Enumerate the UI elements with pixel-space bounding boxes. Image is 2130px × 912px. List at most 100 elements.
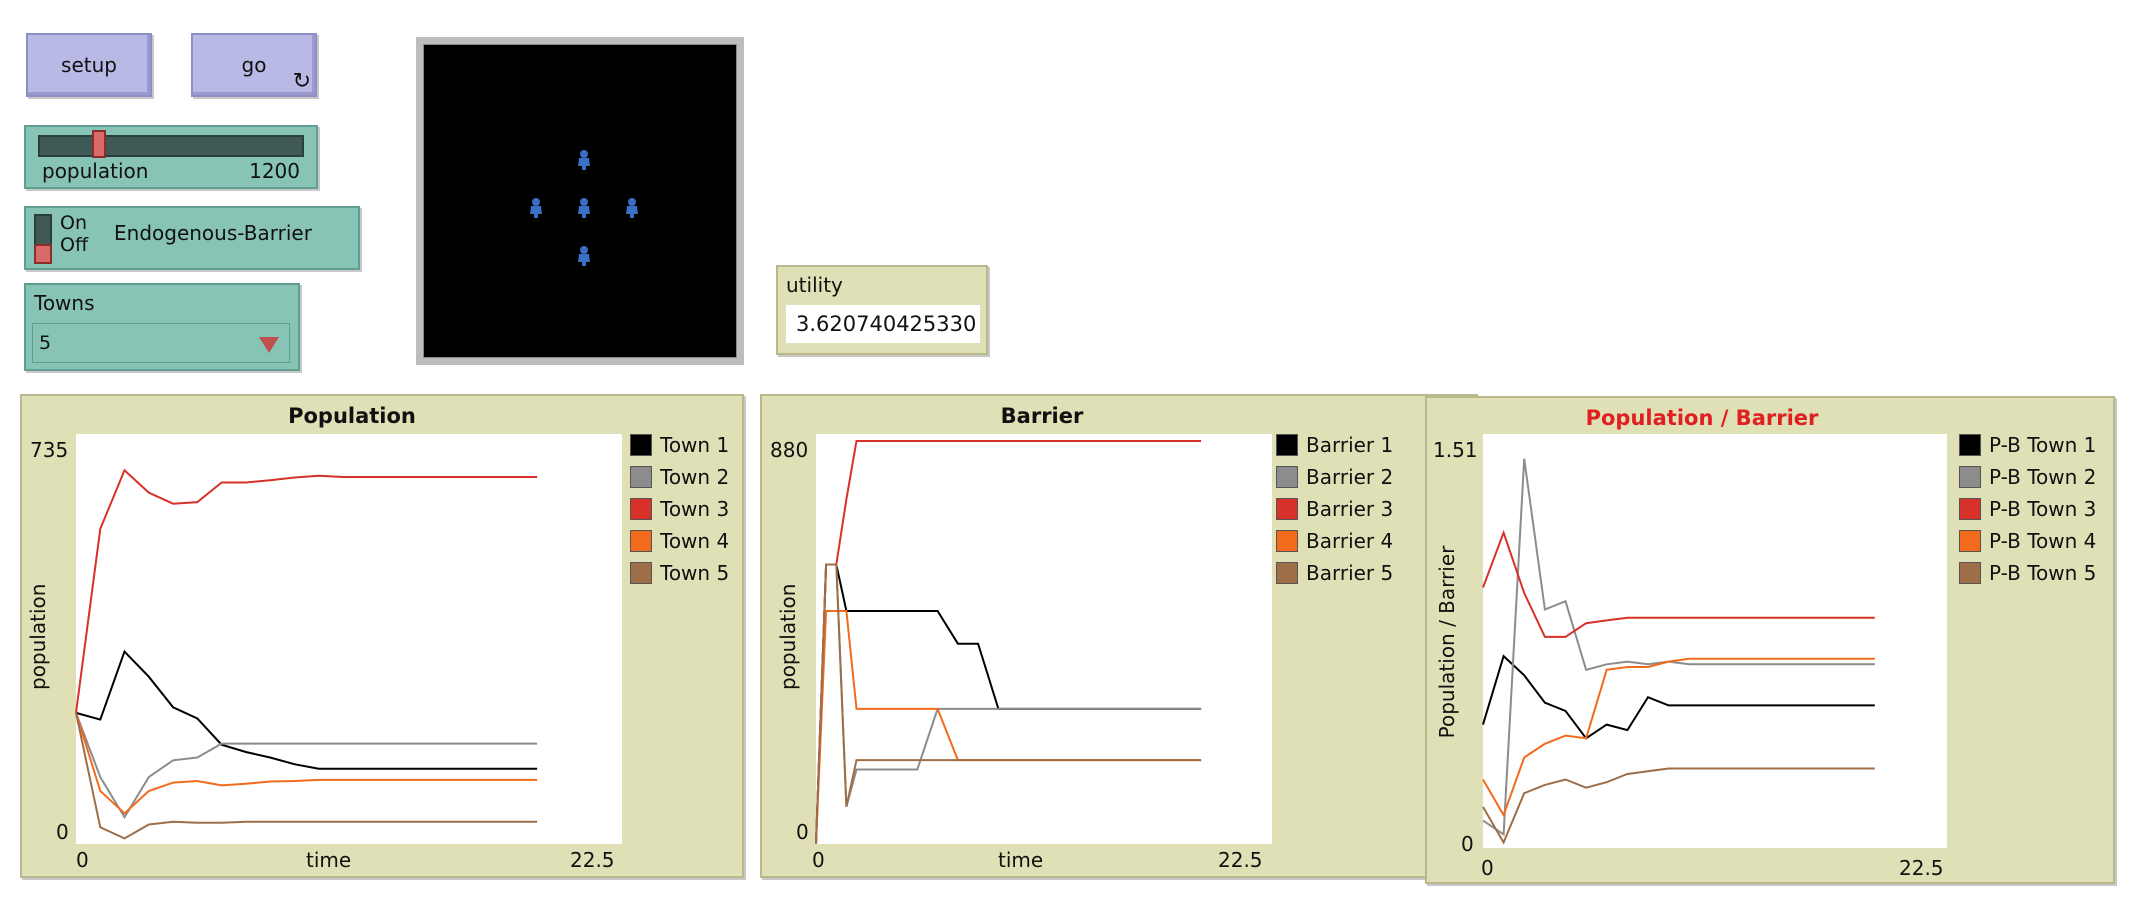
legend-swatch (1276, 466, 1298, 488)
legend-label: P-B Town 2 (1989, 465, 2097, 489)
legend-label: Town 4 (660, 529, 730, 553)
legend-item: Barrier 1 (1276, 432, 1393, 458)
population-slider[interactable]: population 1200 (24, 125, 318, 189)
x-max-label: 22.5 (1218, 848, 1263, 872)
legend-item: Town 1 (630, 432, 729, 458)
person-icon (578, 198, 590, 218)
endogenous-barrier-switch[interactable]: On Off Endogenous-Barrier (24, 206, 360, 270)
legend-swatch (1959, 498, 1981, 520)
legend-label: Barrier 3 (1306, 497, 1394, 521)
setup-button[interactable]: setup (26, 33, 152, 97)
series-line-1 (1482, 654, 1875, 740)
plot-area (816, 434, 1272, 844)
legend-label: Town 5 (660, 561, 730, 585)
series-line-3 (75, 468, 538, 714)
agents-layer (530, 150, 638, 266)
y-max-label: 880 (770, 438, 809, 462)
series-line-1 (815, 563, 1202, 845)
series-line-5 (1482, 767, 1875, 845)
legend-item: Barrier 5 (1276, 560, 1393, 586)
legend-item: Town 5 (630, 560, 729, 586)
slider-track[interactable] (38, 135, 304, 157)
world-view[interactable] (416, 37, 744, 365)
monitor-label: utility (786, 273, 843, 297)
legend-item: Barrier 2 (1276, 464, 1393, 490)
x-min-label: 0 (1481, 856, 1494, 880)
series-line-5 (75, 712, 538, 840)
legend-label: Barrier 4 (1306, 529, 1394, 553)
legend-label: P-B Town 1 (1989, 433, 2097, 457)
series-line-2 (75, 712, 538, 820)
legend-swatch (1276, 434, 1298, 456)
barrier-plot: Barrier 880 0 0 22.5 time population Bar… (760, 394, 1478, 878)
chooser-label: Towns (34, 291, 95, 315)
slider-label: population (42, 159, 149, 183)
y-min-label: 0 (56, 820, 69, 844)
plot-area (76, 434, 622, 844)
legend-swatch (1276, 530, 1298, 552)
y-min-label: 0 (796, 820, 809, 844)
switch-on-label: On (60, 212, 87, 234)
x-min-label: 0 (812, 848, 825, 872)
person-icon (626, 198, 638, 218)
legend-swatch (630, 498, 652, 520)
legend-item: Town 3 (630, 496, 729, 522)
x-axis-label: time (998, 848, 1044, 872)
legend-label: Barrier 1 (1306, 433, 1394, 457)
legend-item: Town 2 (630, 464, 729, 490)
person-icon (578, 246, 590, 266)
y-min-label: 0 (1461, 832, 1474, 856)
plot-lines (75, 468, 538, 840)
towns-chooser[interactable]: Towns 5 (24, 283, 300, 371)
y-max-label: 735 (30, 438, 69, 462)
y-max-label: 1.51 (1433, 438, 1478, 462)
plot-lines (815, 440, 1202, 845)
legend-item: P-B Town 2 (1959, 464, 2096, 490)
legend-swatch (1959, 466, 1981, 488)
legend-swatch (630, 530, 652, 552)
plot-lines (1482, 458, 1875, 845)
legend-item: Barrier 4 (1276, 528, 1393, 554)
x-min-label: 0 (76, 848, 89, 872)
plot-title: Barrier (1000, 404, 1084, 428)
setup-button-label: setup (61, 53, 117, 77)
switch-knob[interactable] (34, 244, 52, 264)
series-line-4 (75, 712, 538, 815)
legend-item: Town 4 (630, 528, 729, 554)
go-button[interactable]: go ↻ (191, 33, 317, 97)
x-max-label: 22.5 (1899, 856, 1944, 880)
forever-icon: ↻ (292, 69, 311, 94)
legend-swatch (630, 434, 652, 456)
person-icon (530, 198, 542, 218)
utility-monitor: utility 3.620740425330 (776, 265, 988, 355)
plot-area (1483, 434, 1947, 848)
monitor-value: 3.620740425330 (786, 305, 980, 343)
population-barrier-plot: Population / Barrier 1.51 0 0 22.5 Popul… (1425, 396, 2115, 884)
legend-item: P-B Town 5 (1959, 560, 2096, 586)
plot-title: Population / Barrier (1585, 406, 1819, 430)
x-axis-label: time (306, 848, 352, 872)
series-line-4 (815, 610, 1202, 845)
population-plot: Population 735 0 0 22.5 time population … (20, 394, 744, 878)
legend-label: P-B Town 5 (1989, 561, 2097, 585)
legend-item: P-B Town 1 (1959, 432, 2096, 458)
go-button-label: go (241, 53, 267, 77)
legend-swatch (630, 562, 652, 584)
series-line-3 (1482, 529, 1875, 638)
legend-item: P-B Town 4 (1959, 528, 2096, 554)
legend-label: Town 2 (660, 465, 730, 489)
chooser-dropdown[interactable]: 5 (32, 323, 290, 363)
legend-swatch (1959, 434, 1981, 456)
slider-knob[interactable] (91, 130, 106, 158)
switch-label: Endogenous-Barrier (114, 221, 312, 245)
dropdown-arrow-icon[interactable] (259, 337, 279, 353)
legend-item: Barrier 3 (1276, 496, 1393, 522)
series-line-4 (1482, 657, 1875, 818)
legend-label: P-B Town 4 (1989, 529, 2097, 553)
legend-label: Barrier 5 (1306, 561, 1394, 585)
legend-label: Town 3 (660, 497, 730, 521)
series-line-2 (815, 563, 1202, 845)
legend-swatch (1959, 530, 1981, 552)
x-max-label: 22.5 (570, 848, 615, 872)
person-icon (578, 150, 590, 170)
